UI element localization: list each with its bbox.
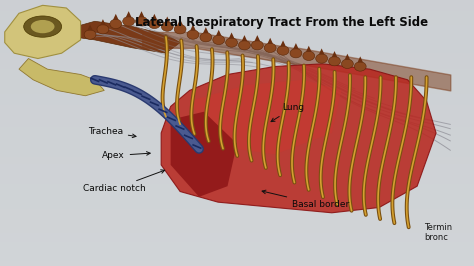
Polygon shape	[164, 16, 170, 23]
Ellipse shape	[238, 41, 250, 50]
Polygon shape	[242, 35, 247, 41]
Ellipse shape	[84, 30, 96, 39]
Polygon shape	[345, 54, 350, 60]
Polygon shape	[293, 43, 299, 49]
Ellipse shape	[251, 41, 263, 50]
Polygon shape	[152, 14, 157, 20]
Ellipse shape	[328, 57, 340, 66]
Ellipse shape	[200, 33, 212, 42]
Ellipse shape	[226, 38, 237, 47]
Text: Termin
bronc: Termin bronc	[424, 223, 452, 242]
Ellipse shape	[277, 46, 289, 55]
Polygon shape	[113, 14, 118, 20]
Polygon shape	[100, 19, 106, 25]
Ellipse shape	[213, 35, 225, 45]
Polygon shape	[190, 80, 341, 154]
Ellipse shape	[110, 19, 122, 29]
Polygon shape	[171, 112, 237, 197]
Text: Lateral Respiratory Tract From the Left Side: Lateral Respiratory Tract From the Left …	[136, 16, 428, 29]
Polygon shape	[76, 21, 180, 53]
Polygon shape	[161, 64, 436, 213]
Text: Apex: Apex	[102, 151, 150, 160]
Text: Lung: Lung	[271, 103, 304, 122]
Polygon shape	[5, 5, 81, 59]
Circle shape	[31, 20, 55, 33]
Polygon shape	[306, 46, 311, 52]
Polygon shape	[177, 19, 183, 25]
Polygon shape	[203, 27, 209, 33]
Ellipse shape	[174, 25, 186, 34]
Polygon shape	[280, 40, 286, 47]
Ellipse shape	[161, 22, 173, 31]
Polygon shape	[357, 56, 363, 63]
Polygon shape	[19, 59, 104, 96]
Polygon shape	[255, 35, 260, 41]
Polygon shape	[216, 30, 221, 36]
Polygon shape	[87, 24, 93, 31]
Ellipse shape	[97, 25, 109, 34]
Polygon shape	[332, 51, 337, 57]
Polygon shape	[190, 24, 196, 31]
Text: Trachea: Trachea	[88, 127, 136, 138]
Ellipse shape	[303, 51, 315, 61]
Ellipse shape	[148, 19, 160, 29]
Ellipse shape	[354, 62, 366, 71]
Ellipse shape	[316, 54, 328, 63]
Polygon shape	[126, 11, 131, 17]
Circle shape	[24, 16, 62, 37]
Polygon shape	[229, 32, 235, 39]
Ellipse shape	[264, 43, 276, 53]
Polygon shape	[267, 38, 273, 44]
Polygon shape	[139, 11, 145, 17]
Ellipse shape	[136, 16, 147, 26]
Ellipse shape	[341, 59, 353, 69]
Polygon shape	[319, 48, 325, 55]
Ellipse shape	[290, 48, 302, 58]
Ellipse shape	[123, 16, 135, 26]
Ellipse shape	[187, 30, 199, 39]
Text: Basal border: Basal border	[262, 190, 349, 209]
Text: Cardiac notch: Cardiac notch	[83, 170, 164, 193]
